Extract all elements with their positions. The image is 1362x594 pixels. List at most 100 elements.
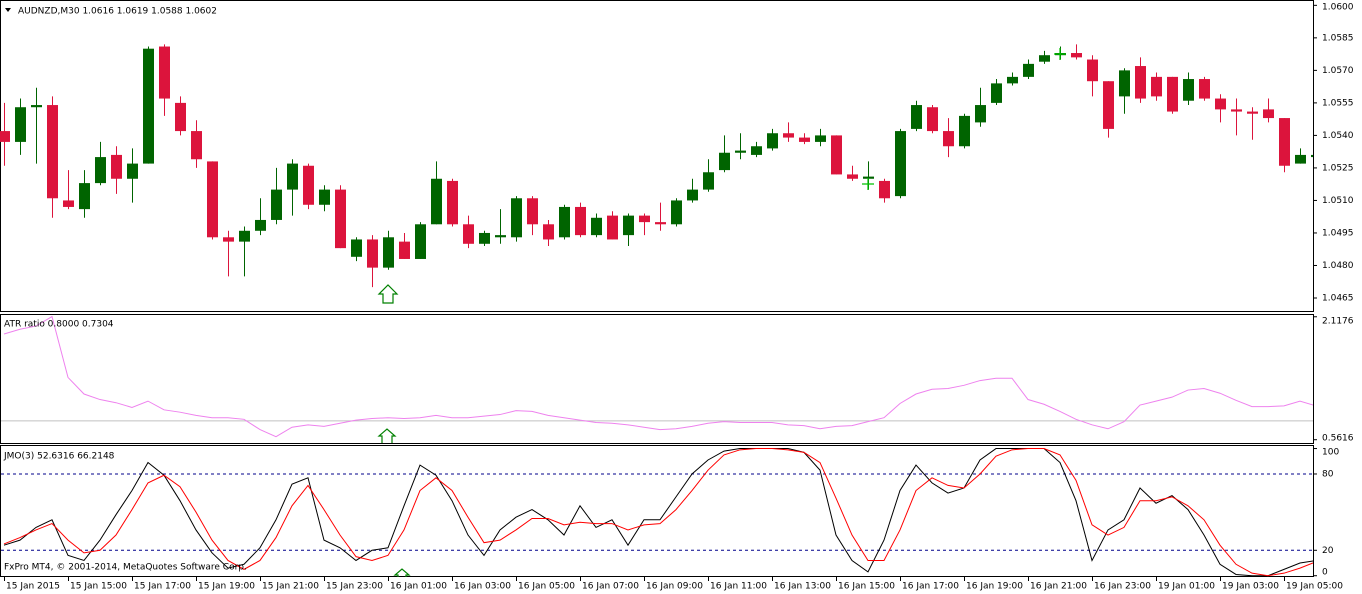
- x-tick-label: 16 Jan 01:00: [390, 582, 447, 592]
- candle-body: [207, 161, 218, 238]
- candle-body: [367, 239, 378, 268]
- x-tick-label: 15 Jan 15:00: [70, 582, 127, 592]
- footer: FxPro MT4, © 2001-2014, MetaQuotes Softw…: [4, 563, 247, 573]
- candle-body: [863, 176, 874, 179]
- x-tick-label: 16 Jan 07:00: [582, 582, 639, 592]
- x-tick-label: 16 Jan 09:00: [646, 582, 703, 592]
- candle-body: [255, 219, 266, 231]
- candle-body: [1311, 154, 1313, 158]
- candle-body: [1183, 79, 1194, 101]
- candle-body: [223, 237, 234, 242]
- signal-arrow: [393, 568, 411, 577]
- candle-body: [335, 189, 346, 249]
- candle-body: [319, 189, 330, 205]
- candle-body: [703, 172, 714, 190]
- x-tick-label: 16 Jan 21:00: [1030, 582, 1087, 592]
- candle-body: [751, 146, 762, 155]
- candle-body: [1119, 70, 1130, 97]
- candle-body: [623, 215, 634, 236]
- candle-body: [479, 232, 490, 244]
- y-tick-label: 1.0555: [1322, 98, 1354, 108]
- candle-body: [239, 230, 250, 242]
- candle-body: [415, 224, 426, 259]
- candle-body: [127, 163, 138, 179]
- candle-body: [1103, 81, 1114, 129]
- candle-body: [447, 180, 458, 225]
- price-title: AUDNZD,M30 1.0616 1.0619 1.0588 1.0602: [18, 7, 217, 17]
- candle-body: [671, 200, 682, 225]
- candle-body: [1247, 111, 1258, 114]
- candle-body: [847, 174, 858, 179]
- candle-body: [431, 178, 442, 225]
- candle-body: [591, 217, 602, 236]
- candle-body: [527, 198, 538, 225]
- y-tick-label: 1.0600: [1322, 3, 1354, 13]
- atr-panel-frame: [0, 314, 1314, 444]
- candle-body: [303, 165, 314, 205]
- plots: [0, 44, 1313, 577]
- candle-body: [1295, 154, 1306, 164]
- jmo-title: JMO(3) 52.6316 66.2148: [3, 452, 115, 462]
- candle-body: [1023, 63, 1034, 77]
- candle-body: [879, 180, 890, 199]
- y-tick-label: 20: [1322, 546, 1334, 556]
- x-tick-label: 15 Jan 21:00: [262, 582, 319, 592]
- y-tick-label: 100: [1322, 448, 1339, 458]
- candle-body: [399, 241, 410, 259]
- candle-body: [15, 107, 26, 142]
- candle-body: [831, 135, 842, 175]
- candle-body: [511, 198, 522, 238]
- candle-body: [143, 48, 154, 164]
- x-tick-label: 16 Jan 05:00: [518, 582, 575, 592]
- x-tick-label: 19 Jan 03:00: [1222, 582, 1279, 592]
- candle-body: [783, 133, 794, 138]
- indicator-line: [3, 315, 1313, 438]
- y-tick-label: 0: [1322, 568, 1328, 578]
- candle-body: [1135, 66, 1146, 99]
- candle-body: [943, 131, 954, 147]
- y-tick-label: 2.1176: [1322, 317, 1354, 327]
- candle-body: [559, 206, 570, 238]
- x-tick-label: 16 Jan 23:00: [1094, 582, 1151, 592]
- candle-body: [79, 183, 90, 210]
- candle-body: [735, 150, 746, 153]
- menu-triangle: [5, 8, 11, 12]
- y-tick-label: 1.0525: [1322, 163, 1354, 173]
- x-tick-label: 15 Jan 17:00: [134, 582, 191, 592]
- y-tick-label: 1.0585: [1322, 33, 1354, 43]
- candle-body: [351, 239, 362, 257]
- candle-body: [1039, 55, 1050, 62]
- candle-body: [95, 157, 106, 184]
- jmo-panel-frame: [0, 445, 1314, 577]
- candle-body: [1263, 109, 1274, 119]
- x-tick-label: 19 Jan 01:00: [1158, 582, 1215, 592]
- candle-body: [895, 131, 906, 197]
- candle-body: [991, 83, 1002, 103]
- y-tick-label: 1.0480: [1322, 261, 1354, 271]
- candle-body: [815, 135, 826, 142]
- atr-title: ATR ratio 0.8000 0.7304: [4, 320, 114, 330]
- candle-body: [1007, 76, 1018, 84]
- candle-body: [1071, 53, 1082, 58]
- x-tick-label: 15 Jan 19:00: [198, 582, 255, 592]
- y-tick-label: 1.0465: [1322, 293, 1354, 303]
- x-tick-label: 19 Jan 05:00: [1286, 582, 1343, 592]
- candle-body: [687, 189, 698, 201]
- candle-body: [159, 46, 170, 99]
- candle-body: [383, 237, 394, 268]
- candle-body: [1215, 98, 1226, 110]
- candle-body: [655, 222, 666, 225]
- x-tick-label: 16 Jan 19:00: [966, 582, 1023, 592]
- price-panel-frame: [0, 0, 1314, 312]
- candle-body: [495, 235, 506, 238]
- candle-body: [271, 189, 282, 220]
- candle-body: [639, 215, 650, 223]
- signal-cross: [862, 178, 874, 190]
- candle-body: [1279, 118, 1290, 166]
- y-tick-label: 1.0570: [1322, 66, 1354, 76]
- y-tick-label: 1.0540: [1322, 131, 1354, 141]
- x-tick-label: 15 Jan 23:00: [326, 582, 383, 592]
- candle-body: [911, 105, 922, 129]
